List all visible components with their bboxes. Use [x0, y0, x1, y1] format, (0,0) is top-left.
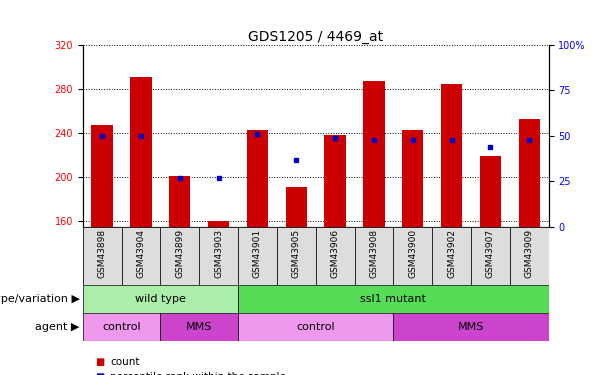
Text: GSM43906: GSM43906 [330, 229, 340, 278]
Text: GSM43904: GSM43904 [137, 229, 145, 278]
Bar [432, 227, 471, 285]
Text: GSM43908: GSM43908 [370, 229, 378, 278]
Text: wild type: wild type [135, 294, 186, 304]
Text: ssl1 mutant: ssl1 mutant [360, 294, 426, 304]
Bar [402, 130, 424, 227]
Bar [441, 84, 462, 227]
Bar [394, 313, 549, 341]
Bar [519, 119, 540, 227]
Text: control: control [102, 322, 141, 332]
Bar [286, 187, 307, 227]
Bar [83, 313, 161, 341]
Text: count: count [110, 357, 140, 367]
Text: ■: ■ [95, 372, 104, 375]
Text: GSM43900: GSM43900 [408, 229, 417, 278]
Text: MMS: MMS [458, 322, 484, 332]
Bar [238, 285, 549, 313]
Bar [247, 130, 268, 227]
Text: GSM43901: GSM43901 [253, 229, 262, 278]
Bar [238, 227, 277, 285]
Bar [83, 285, 238, 313]
Bar [121, 227, 161, 285]
Text: GSM43902: GSM43902 [447, 229, 456, 278]
Bar [161, 313, 238, 341]
Text: GSM43907: GSM43907 [486, 229, 495, 278]
Bar [161, 227, 199, 285]
Bar [83, 227, 121, 285]
Title: GDS1205 / 4469_at: GDS1205 / 4469_at [248, 30, 383, 44]
Text: GSM43905: GSM43905 [292, 229, 301, 278]
Text: GSM43909: GSM43909 [525, 229, 534, 278]
Bar [238, 313, 394, 341]
Bar [324, 135, 346, 227]
Bar [364, 81, 384, 227]
Bar [169, 176, 191, 227]
Bar [91, 126, 113, 227]
Text: MMS: MMS [186, 322, 213, 332]
Bar [316, 227, 354, 285]
Text: GSM43898: GSM43898 [97, 229, 107, 278]
Bar [208, 221, 229, 227]
Text: percentile rank within the sample: percentile rank within the sample [110, 372, 286, 375]
Bar [277, 227, 316, 285]
Text: GSM43899: GSM43899 [175, 229, 185, 278]
Text: ■: ■ [95, 357, 104, 367]
Text: agent ▶: agent ▶ [36, 322, 80, 332]
Bar [199, 227, 238, 285]
Bar [480, 156, 501, 227]
Text: GSM43903: GSM43903 [214, 229, 223, 278]
Bar [394, 227, 432, 285]
Text: genotype/variation ▶: genotype/variation ▶ [0, 294, 80, 304]
Text: control: control [296, 322, 335, 332]
Bar [354, 227, 394, 285]
Bar [471, 227, 510, 285]
Bar [131, 77, 151, 227]
Bar [510, 227, 549, 285]
